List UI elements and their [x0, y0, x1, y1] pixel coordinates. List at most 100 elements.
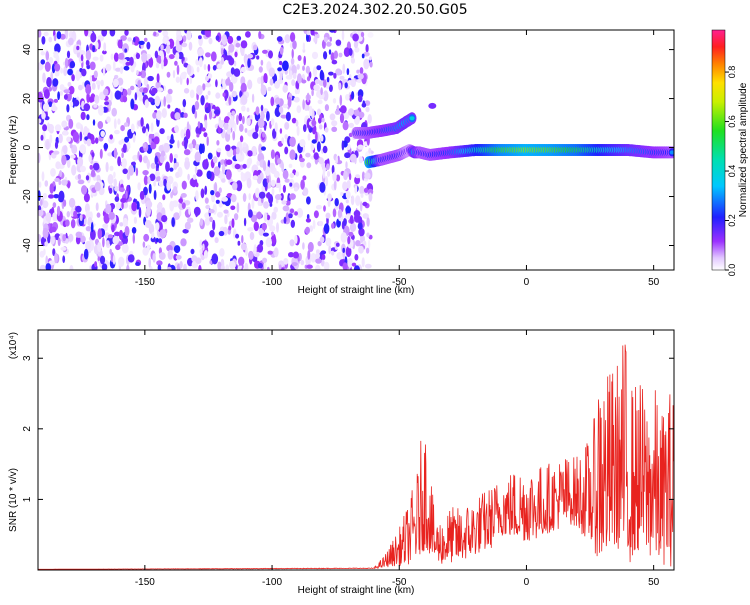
noise-speckle [94, 261, 98, 268]
noise-speckle [158, 252, 166, 260]
snr-y-axis-label: SNR (10 * v/v) [8, 468, 19, 532]
noise-speckle [160, 52, 165, 62]
noise-speckle [60, 67, 63, 74]
noise-speckle [332, 208, 337, 218]
noise-speckle [218, 187, 222, 194]
noise-speckle [154, 170, 160, 177]
noise-speckle [206, 170, 212, 180]
noise-speckle [323, 36, 328, 43]
noise-speckle [67, 81, 72, 87]
noise-speckle [53, 51, 59, 56]
noise-speckle [282, 84, 288, 93]
noise-speckle [65, 219, 70, 227]
spectrogram-panel: -150 -100 -50 0 50 -40 -20 0 20 40 Height of str… [8, 29, 675, 296]
noise-speckle [50, 168, 56, 177]
noise-speckle [167, 88, 173, 95]
noise-speckle [90, 139, 96, 145]
noise-speckle [325, 212, 331, 219]
noise-speckle [44, 61, 51, 72]
noise-speckle [293, 187, 299, 192]
noise-speckle [320, 259, 325, 267]
noise-speckle [289, 239, 295, 247]
noise-speckle [281, 200, 287, 205]
noise-speckle [319, 236, 325, 243]
noise-speckle [261, 222, 267, 231]
noise-speckle [196, 169, 203, 177]
noise-speckle [225, 264, 230, 270]
noise-speckle [332, 171, 337, 182]
noise-speckle [148, 133, 155, 139]
noise-speckle [69, 265, 74, 270]
noise-speckle [273, 170, 280, 179]
noise-speckle [291, 117, 297, 124]
noise-speckle [266, 192, 271, 200]
noise-speckle [161, 215, 168, 223]
noise-speckle [71, 164, 77, 176]
noise-speckle [156, 175, 161, 182]
noise-speckle [107, 174, 114, 185]
noise-speckle [316, 141, 321, 152]
noise-speckle [194, 100, 200, 110]
noise-speckle [166, 71, 171, 78]
noise-speckle [305, 226, 310, 234]
noise-speckle [81, 185, 88, 195]
noise-speckle [331, 250, 335, 256]
noise-speckle [341, 30, 345, 41]
noise-speckle [319, 114, 323, 119]
noise-speckle [135, 52, 140, 60]
noise-speckle [365, 247, 370, 254]
noise-speckle [130, 123, 135, 134]
noise-speckle [155, 81, 161, 89]
noise-speckle [360, 193, 364, 198]
noise-speckle [119, 66, 124, 74]
noise-speckle [252, 44, 258, 51]
noise-speckle [40, 199, 43, 206]
noise-speckle [256, 211, 262, 220]
noise-speckle [89, 61, 96, 71]
noise-speckle [207, 73, 213, 79]
noise-speckle [205, 204, 211, 210]
noise-speckle [60, 246, 67, 251]
noise-speckle [262, 131, 266, 138]
noise-speckle [176, 64, 180, 76]
noise-speckle [311, 119, 317, 127]
noise-speckle [361, 53, 365, 59]
x-tick-label: 50 [648, 277, 660, 288]
noise-speckle [355, 195, 361, 207]
spectrogram-noise-field [38, 30, 374, 270]
noise-speckle [284, 34, 291, 44]
noise-speckle [335, 68, 342, 76]
noise-speckle [142, 126, 146, 134]
noise-speckle [135, 167, 139, 177]
noise-speckle [142, 155, 149, 164]
noise-speckle [302, 175, 307, 181]
noise-speckle [366, 232, 370, 238]
noise-speckle [307, 250, 311, 260]
noise-speckle [83, 103, 91, 112]
colorbar-tick-label: 0.4 [727, 165, 737, 178]
noise-speckle [75, 69, 81, 81]
noise-speckle [215, 191, 221, 198]
y-tick-label: -20 [22, 189, 33, 204]
noise-speckle [221, 34, 228, 46]
noise-speckle [353, 40, 359, 49]
noise-speckle [48, 36, 53, 43]
noise-speckle [282, 104, 289, 109]
noise-speckle [345, 161, 348, 169]
noise-speckle [195, 144, 200, 151]
noise-speckle [256, 55, 260, 60]
snr-y-scale-label: (x10⁴) [8, 332, 19, 359]
noise-speckle [364, 172, 371, 180]
noise-speckle [71, 144, 78, 154]
noise-speckle [274, 97, 281, 105]
noise-speckle [122, 143, 127, 153]
noise-speckle [218, 120, 225, 129]
noise-speckle [335, 39, 342, 46]
noise-speckle [222, 92, 226, 97]
noise-speckle [342, 63, 346, 74]
noise-speckle [67, 68, 73, 76]
noise-speckle [68, 233, 74, 242]
noise-speckle [208, 37, 213, 45]
noise-speckle [306, 214, 310, 220]
noise-speckle [145, 206, 151, 217]
